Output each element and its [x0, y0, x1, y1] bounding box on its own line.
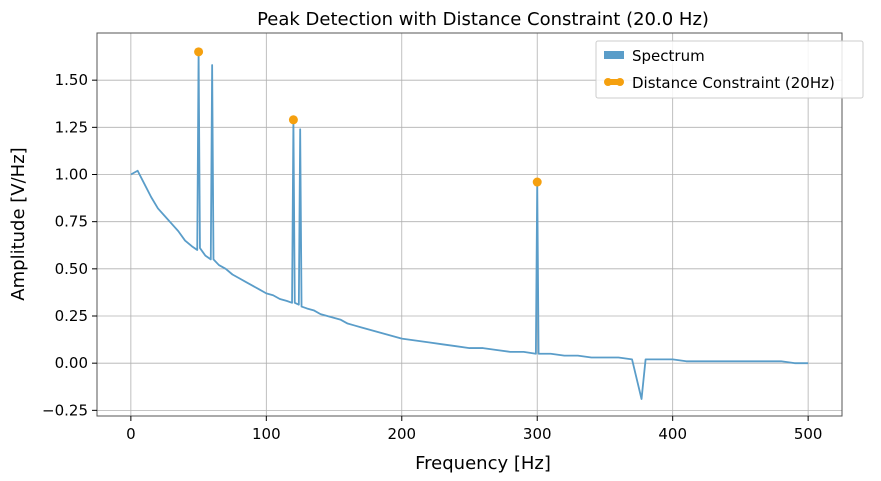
x-tick-label: 300 — [523, 425, 552, 443]
y-tick-label: 0.50 — [55, 260, 88, 278]
y-axis-title: Amplitude [V/Hz] — [8, 147, 29, 300]
peak-marker — [288, 115, 298, 125]
legend-swatch-peaks-marker — [604, 78, 612, 86]
legend-swatch-spectrum — [604, 51, 624, 59]
y-tick-label: −0.25 — [42, 401, 88, 419]
legend-swatch-peaks-marker — [616, 78, 624, 86]
x-tick-label: 500 — [794, 425, 823, 443]
y-tick-label: 1.25 — [55, 118, 88, 136]
legend-box — [595, 40, 864, 99]
y-tick-label: 1.50 — [55, 71, 88, 89]
axis-ticks: 0 100 200 300 400 500 −0.25 0.00 0.25 0.50 0.75 1.0… — [42, 71, 822, 443]
y-tick-label: 0.75 — [55, 213, 88, 231]
y-tick-label: 0.00 — [55, 354, 88, 372]
x-tick-label: 200 — [387, 425, 416, 443]
plot-frame — [96, 32, 843, 417]
peak-marker — [532, 177, 542, 187]
x-axis-title: Frequency [Hz] — [415, 453, 551, 474]
legend-label-peaks: Distance Constraint (20Hz) — [632, 74, 835, 92]
spectrum-line — [130, 50, 809, 400]
x-tick-label: 400 — [658, 425, 687, 443]
legend-label-spectrum: Spectrum — [632, 47, 705, 65]
peak-marker — [194, 47, 204, 57]
legend: Spectrum Distance Constraint (20Hz) — [595, 40, 864, 99]
x-tick-label: 0 — [126, 425, 136, 443]
x-tick-label: 100 — [252, 425, 281, 443]
chart-title: Peak Detection with Distance Constraint … — [257, 9, 709, 30]
series-layer — [130, 47, 809, 400]
y-tick-label: 1.00 — [55, 166, 88, 184]
y-tick-label: 0.25 — [55, 307, 88, 325]
